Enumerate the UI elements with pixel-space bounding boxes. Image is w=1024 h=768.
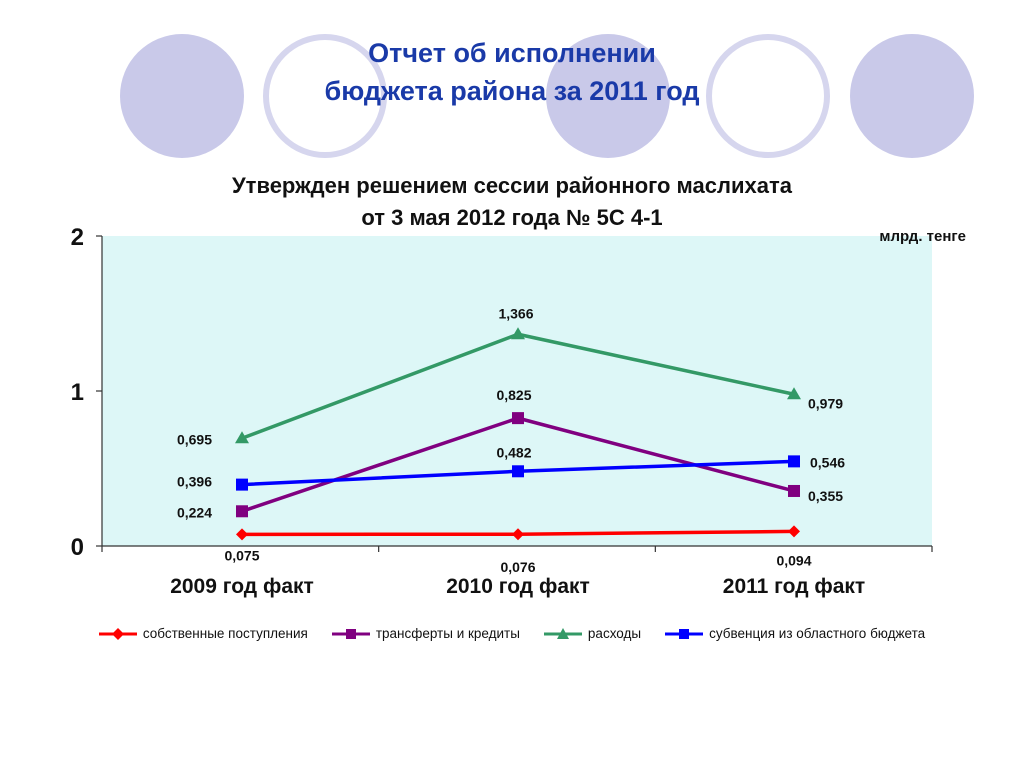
decor-circle-1 [120, 34, 244, 158]
data-label: 0,224 [177, 504, 212, 520]
decor-circle-3 [546, 34, 670, 158]
page-title: Отчет об исполнении бюджета района за 20… [0, 34, 1024, 110]
data-point [512, 465, 524, 478]
x-tick-label: 2011 год факт [723, 575, 865, 598]
page-title-line2: бюджета района за 2011 год [324, 76, 700, 106]
data-point [788, 484, 800, 497]
data-label: 0,695 [177, 431, 212, 447]
legend-label: расходы [587, 626, 642, 641]
data-label: 0,825 [496, 387, 531, 403]
legend-swatch [331, 628, 370, 639]
data-label: 0,076 [500, 559, 535, 575]
data-point [788, 455, 800, 468]
legend-swatch [543, 627, 582, 639]
x-tick-label: 2009 год факт [170, 575, 314, 598]
data-label: 0,396 [177, 474, 212, 490]
data-point [236, 528, 248, 541]
legend-item: субвенция из областного бюджета [665, 626, 925, 641]
y-tick-label: 1 [71, 379, 84, 406]
data-label: 0,355 [808, 488, 843, 504]
data-point [236, 505, 248, 518]
y-tick-label: 2 [71, 224, 84, 251]
legend-label: собственные поступления [142, 626, 308, 641]
x-tick-label: 2010 год факт [446, 575, 590, 598]
data-label: 1,366 [498, 305, 533, 321]
data-point [512, 528, 524, 541]
chart-subtitle-line2: от 3 мая 2012 года № 5С 4-1 [361, 205, 663, 230]
data-point [788, 525, 800, 538]
chart-subtitle: Утвержден решением сессии районного масл… [0, 170, 1024, 234]
y-tick-label: 0 [71, 534, 84, 561]
legend-label: субвенция из областного бюджета [709, 626, 926, 641]
chart-subtitle-line1: Утвержден решением сессии районного масл… [232, 173, 792, 198]
data-label: 0,094 [776, 552, 811, 568]
page-title-line1: Отчет об исполнении [368, 38, 656, 68]
legend-swatch [98, 627, 137, 640]
decor-circle-5 [850, 34, 974, 158]
data-label: 0,075 [224, 547, 259, 563]
legend-item: расходы [543, 626, 642, 641]
data-point [512, 412, 524, 425]
decor-circle-2 [263, 34, 387, 158]
legend-item: трансферты и кредиты [331, 626, 520, 641]
data-label: 0,979 [808, 395, 843, 411]
chart-legend: собственные поступления трансферты и кред… [0, 626, 1024, 641]
data-point [511, 327, 525, 340]
unit-label: млрд. тенге [879, 228, 966, 245]
legend-swatch [665, 628, 704, 639]
data-point [787, 387, 801, 400]
decor-circle-4 [706, 34, 830, 158]
data-label: 0,546 [810, 454, 845, 470]
data-point [236, 478, 248, 491]
data-label: 0,482 [496, 444, 531, 460]
legend-label: трансферты и кредиты [375, 626, 520, 641]
data-point [235, 431, 249, 444]
legend-item: собственные поступления [98, 626, 308, 641]
